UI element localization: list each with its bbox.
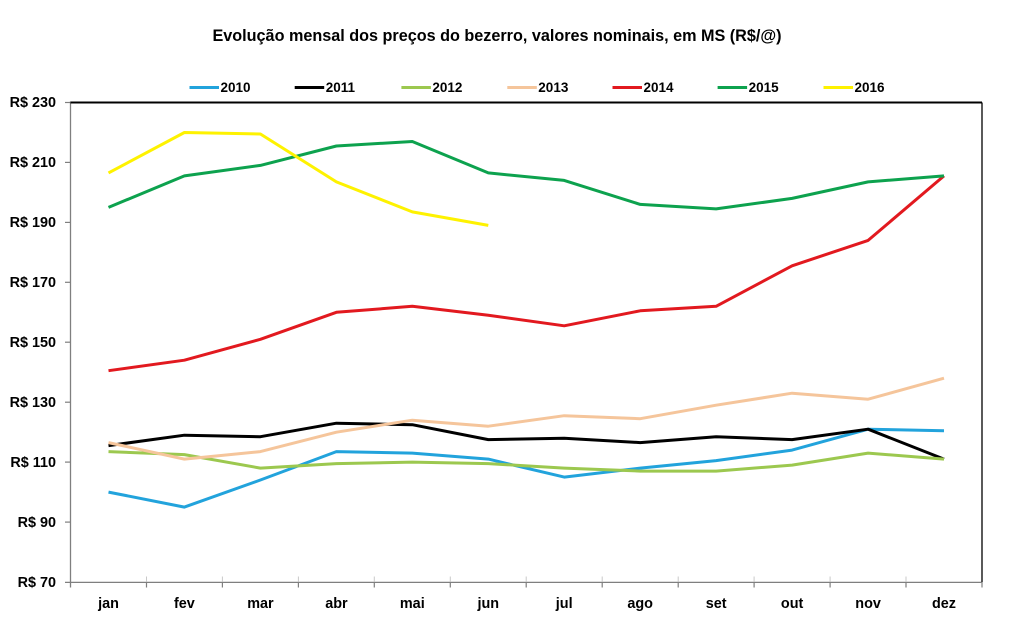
svg-text:dez: dez	[932, 596, 956, 612]
svg-text:jul: jul	[555, 596, 573, 612]
svg-text:fev: fev	[174, 596, 195, 612]
svg-text:set: set	[706, 596, 727, 612]
svg-text:R$ 170: R$ 170	[10, 275, 56, 291]
svg-text:out: out	[781, 596, 804, 612]
svg-text:2010: 2010	[221, 80, 251, 95]
svg-text:jan: jan	[97, 596, 119, 612]
svg-text:2012: 2012	[432, 80, 462, 95]
svg-text:2013: 2013	[538, 80, 569, 95]
svg-text:2015: 2015	[749, 80, 780, 95]
svg-text:mai: mai	[400, 596, 425, 612]
svg-text:R$ 130: R$ 130	[10, 395, 56, 411]
svg-text:R$ 70: R$ 70	[18, 575, 56, 591]
svg-text:ago: ago	[627, 596, 653, 612]
svg-text:2011: 2011	[326, 80, 356, 95]
svg-text:Evolução mensal dos preços do: Evolução mensal dos preços do bezerro, v…	[212, 27, 781, 45]
svg-text:R$ 210: R$ 210	[10, 155, 56, 171]
svg-text:R$ 150: R$ 150	[10, 335, 56, 351]
svg-text:2016: 2016	[855, 80, 886, 95]
svg-text:R$ 110: R$ 110	[10, 455, 56, 471]
svg-text:2014: 2014	[644, 80, 675, 95]
svg-text:mar: mar	[247, 596, 274, 612]
svg-text:R$ 190: R$ 190	[10, 215, 56, 231]
svg-text:R$ 90: R$ 90	[18, 515, 56, 531]
svg-text:jun: jun	[477, 596, 500, 612]
svg-text:nov: nov	[855, 596, 881, 612]
svg-text:abr: abr	[325, 596, 348, 612]
svg-text:R$ 230: R$ 230	[10, 95, 56, 111]
